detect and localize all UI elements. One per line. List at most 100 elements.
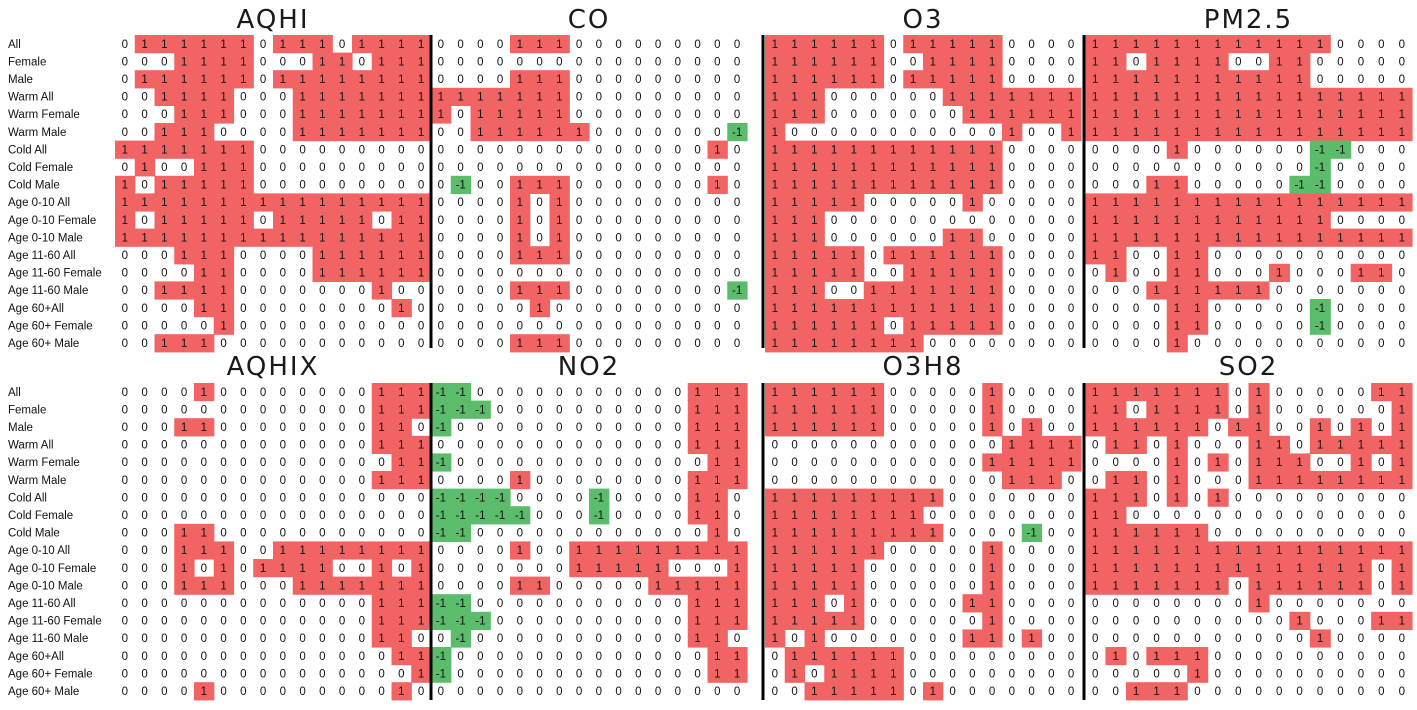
cell-value: 1 bbox=[1194, 545, 1200, 557]
heat-cell bbox=[707, 400, 728, 419]
heat-cell bbox=[1309, 87, 1331, 106]
cell-value: 1 bbox=[536, 303, 542, 315]
cell-value: 0 bbox=[359, 510, 365, 522]
cell-value: 0 bbox=[280, 92, 286, 104]
cell-value: 1 bbox=[220, 268, 226, 280]
cell-value: 0 bbox=[201, 492, 207, 504]
heat-cell bbox=[962, 299, 983, 318]
heat-cell bbox=[174, 211, 195, 230]
cell-value: 0 bbox=[1194, 475, 1200, 487]
cell-value: 0 bbox=[890, 404, 896, 416]
cell-value: 0 bbox=[969, 580, 975, 592]
cell-value: 0 bbox=[831, 285, 837, 297]
cell-value: 1 bbox=[536, 127, 542, 139]
heat-cell bbox=[1105, 211, 1127, 230]
cell-value: 0 bbox=[870, 616, 876, 628]
cell-value: 0 bbox=[280, 56, 286, 68]
cell-value: 0 bbox=[280, 387, 286, 399]
cell-value: 0 bbox=[319, 475, 325, 487]
cell-value: 0 bbox=[280, 475, 286, 487]
heat-cell bbox=[687, 594, 709, 613]
cell-value: 1 bbox=[122, 232, 128, 244]
cell-value: 0 bbox=[497, 440, 503, 452]
cell-value: 0 bbox=[734, 268, 740, 280]
cell-value: 0 bbox=[1317, 616, 1323, 628]
cell-value: 0 bbox=[576, 528, 582, 540]
heat-cell bbox=[391, 70, 412, 89]
cell-value: 1 bbox=[378, 422, 384, 434]
heat-cell bbox=[154, 175, 175, 194]
cell-value: 0 bbox=[1068, 545, 1074, 557]
cell-value: 0 bbox=[280, 303, 286, 315]
heat-cell bbox=[371, 611, 393, 630]
cell-value: 1 bbox=[1028, 475, 1034, 487]
cell-value: 1 bbox=[319, 39, 325, 51]
heat-cell bbox=[863, 383, 885, 402]
cell-value: 0 bbox=[181, 162, 187, 174]
cell-value: 1 bbox=[1174, 303, 1180, 315]
cell-value: 0 bbox=[556, 56, 562, 68]
heat-cell bbox=[1228, 211, 1250, 230]
cell-value: 1 bbox=[989, 320, 995, 332]
cell-value: 0 bbox=[201, 598, 207, 610]
cell-value: 0 bbox=[378, 338, 384, 350]
cell-value: 0 bbox=[635, 616, 641, 628]
cell-value: 1 bbox=[438, 92, 444, 104]
heat-cell bbox=[470, 611, 491, 630]
cell-value: 1 bbox=[949, 250, 955, 262]
heat-cell bbox=[824, 52, 845, 71]
cell-value: 0 bbox=[161, 580, 167, 592]
cell-value: 0 bbox=[675, 320, 681, 332]
cell-value: 0 bbox=[1133, 633, 1139, 645]
heat-cell bbox=[332, 263, 353, 282]
heat-cell bbox=[1248, 281, 1270, 300]
cell-value: 1 bbox=[890, 162, 896, 174]
cell-value: 0 bbox=[1235, 492, 1241, 504]
cell-value: 1 bbox=[1068, 92, 1074, 104]
cell-value: 0 bbox=[1358, 668, 1364, 680]
cell-value: 1 bbox=[339, 92, 345, 104]
cell-value: 1 bbox=[1174, 387, 1180, 399]
cell-value: 1 bbox=[1133, 475, 1139, 487]
cell-value: 0 bbox=[675, 338, 681, 350]
cell-value: 1 bbox=[319, 268, 325, 280]
cell-value: 0 bbox=[811, 440, 817, 452]
cell-value: 1 bbox=[398, 651, 404, 663]
cell-value: 1 bbox=[1009, 127, 1015, 139]
cell-value: 0 bbox=[1378, 457, 1384, 469]
cell-value: 0 bbox=[734, 180, 740, 192]
cell-value: 0 bbox=[1337, 338, 1343, 350]
heat-cell bbox=[1289, 123, 1311, 142]
heat-cell bbox=[727, 123, 748, 142]
cell-value: 0 bbox=[438, 56, 444, 68]
cell-value: 0 bbox=[930, 563, 936, 575]
cell-value: 0 bbox=[1092, 598, 1098, 610]
heat-cell bbox=[391, 35, 412, 54]
cell-value: 0 bbox=[1028, 303, 1034, 315]
cell-value: 0 bbox=[260, 686, 266, 698]
cell-value: 0 bbox=[556, 668, 562, 680]
cell-value: 0 bbox=[1174, 162, 1180, 174]
cell-value: 0 bbox=[969, 668, 975, 680]
cell-value: 1 bbox=[1296, 616, 1302, 628]
heat-cell bbox=[942, 52, 964, 71]
cell-value: 0 bbox=[220, 338, 226, 350]
cell-value: 0 bbox=[240, 250, 246, 262]
cell-value: 0 bbox=[477, 580, 483, 592]
cell-value: 1 bbox=[1215, 215, 1221, 227]
cell-value: 1 bbox=[1317, 633, 1323, 645]
heat-cell bbox=[411, 87, 432, 106]
heat-cell bbox=[1371, 87, 1393, 106]
cell-value: 0 bbox=[1153, 475, 1159, 487]
heat-cell bbox=[549, 70, 570, 89]
heat-cell bbox=[1268, 193, 1290, 212]
heat-cell bbox=[1207, 211, 1229, 230]
cell-value: 1 bbox=[1112, 268, 1118, 280]
cell-value: 0 bbox=[635, 492, 641, 504]
cell-value: 1 bbox=[517, 180, 523, 192]
cell-value: 1 bbox=[1009, 109, 1015, 121]
cell-value: 0 bbox=[1112, 320, 1118, 332]
cell-value: 1 bbox=[1399, 457, 1405, 469]
cell-value: 1 bbox=[831, 387, 837, 399]
cell-value: 0 bbox=[949, 651, 955, 663]
